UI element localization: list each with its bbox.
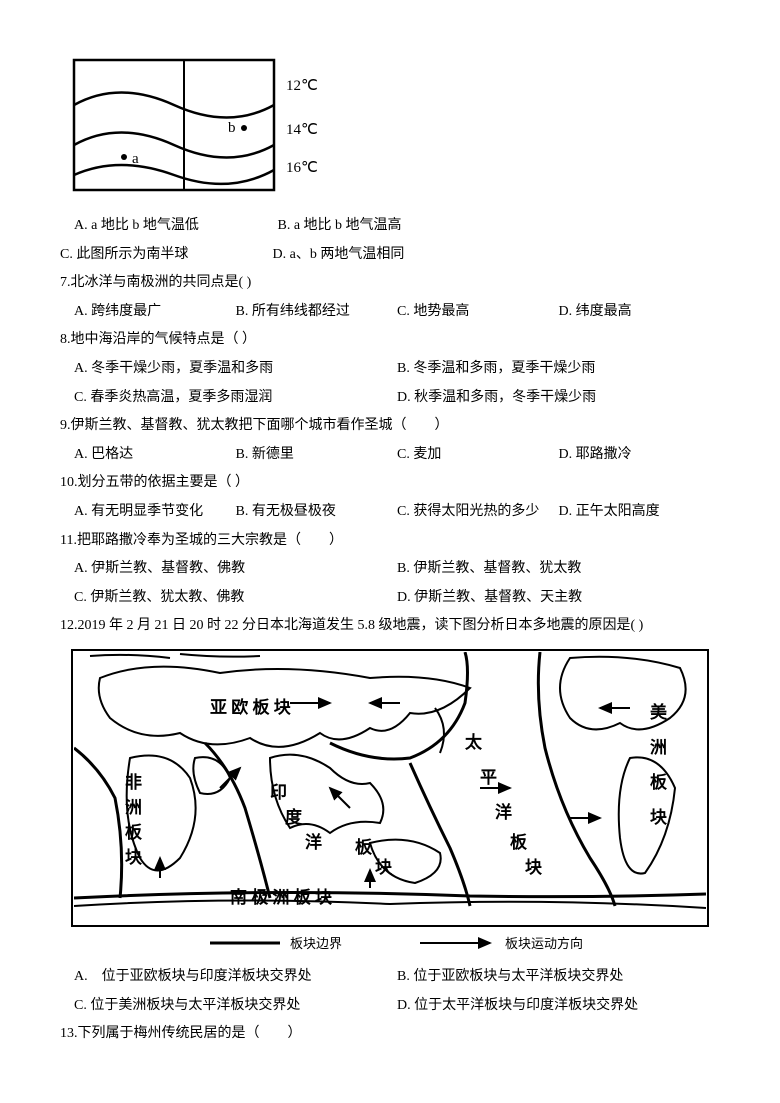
label-16c: 16℃ [286,160,318,176]
q8-opt-a: A. 冬季干燥少雨，夏季温和多雨 [74,356,397,383]
q8-opt-c: C. 春季炎热高温，夏季多雨湿润 [74,385,397,412]
label-14c: 14℃ [286,122,318,138]
q11-opts-ab: A. 伊斯兰教、基督教、佛教 B. 伊斯兰教、基督教、犹太教 [60,556,720,583]
q11-opt-a: A. 伊斯兰教、基督教、佛教 [74,556,397,583]
point-b-dot [241,125,247,131]
q9-opts: A. 巴格达 B. 新德里 C. 麦加 D. 耶路撒冷 [60,442,720,469]
label-ant: 南 极 洲 板 块 [230,887,333,907]
q7-opt-c: C. 地势最高 [397,299,559,326]
q8-opts-cd: C. 春季炎热高温，夏季多雨湿润 D. 秋季温和多雨，冬季干燥少雨 [60,385,720,412]
q12-opt-b: B. 位于亚欧板块与太平洋板块交界处 [397,964,720,991]
q8-stem: 8.地中海沿岸的气候特点是（ ） [60,327,720,354]
q12-opts-ab: A. 位于亚欧板块与印度洋板块交界处 B. 位于亚欧板块与太平洋板块交界处 [60,964,720,991]
q10-stem: 10.划分五带的依据主要是（ ） [60,470,720,497]
label-pac2: 平 [480,768,497,787]
q10-opt-c: C. 获得太阳光热的多少 [397,499,559,526]
label-pac4: 板 [510,832,528,852]
label-12c: 12℃ [286,78,318,94]
map-frame [72,650,708,926]
q7-opt-a: A. 跨纬度最广 [74,299,236,326]
q10-opts: A. 有无明显季节变化 B. 有无极昼极夜 C. 获得太阳光热的多少 D. 正午… [60,499,720,526]
q6-opts-cd: C. 此图所示为南半球 D. a、b 两地气温相同 [60,242,720,269]
q9-stem: 9.伊斯兰教、基督教、犹太教把下面哪个城市看作圣城（ ） [60,413,720,440]
q10-opt-b: B. 有无极昼极夜 [236,499,398,526]
label-afr4: 块 [125,848,143,867]
q8-opt-d: D. 秋季温和多雨，冬季干燥少雨 [397,385,720,412]
q11-stem: 11.把耶路撒冷奉为圣城的三大宗教是（ ） [60,528,720,555]
label-pac3: 洋 [495,802,512,822]
q7-opts: A. 跨纬度最广 B. 所有纬线都经过 C. 地势最高 D. 纬度最高 [60,299,720,326]
label-am1: 美 [650,702,668,722]
q6-opts-ab: A. a 地比 b 地气温低 B. a 地比 b 地气温高 [60,213,720,240]
q12-stem: 12.2019 年 2 月 21 日 20 时 22 分日本北海道发生 5.8 … [60,613,720,640]
q11-opt-c: C. 伊斯兰教、犹太教、佛教 [74,585,397,612]
label-ind3: 洋 [305,832,322,852]
q12-opts-cd: C. 位于美洲板块与太平洋板块交界处 D. 位于太平洋板块与印度洋板块交界处 [60,993,720,1020]
q13-stem: 13.下列属于梅州传统民居的是（ ） [60,1021,720,1048]
q9-opt-a: A. 巴格达 [74,442,236,469]
legend-arr-text: 板块运动方向 [505,936,583,951]
label-am3: 板 [650,772,668,792]
isotherm-16 [74,165,274,184]
q7-stem: 7.北冰洋与南极洲的共同点是( ) [60,270,720,297]
q9-opt-c: C. 麦加 [397,442,559,469]
point-a-dot [121,154,127,160]
isotherm-14 [74,133,274,158]
label-afr2: 洲 [125,798,142,817]
label-pac5: 块 [525,858,543,877]
label-ind4: 板 [355,837,373,857]
q12-opt-d: D. 位于太平洋板块与印度洋板块交界处 [397,993,720,1020]
label-am2: 洲 [650,738,667,757]
q6-opt-c: C. 此图所示为南半球 [60,242,269,269]
label-ind2: 度 [285,807,303,827]
isotherm-diagram: a b 12℃ 14℃ 16℃ [64,50,354,205]
label-ind5: 块 [375,858,393,877]
label-eurasia: 亚 欧 板 块 [210,697,292,717]
q7-opt-d: D. 纬度最高 [559,299,721,326]
label-afr3: 板 [125,822,143,842]
q8-opt-b: B. 冬季温和多雨，夏季干燥少雨 [397,356,720,383]
plate-map: 亚 欧 板 块 非 洲 板 块 印 度 洋 板 块 太 平 洋 板 块 美 洲 … [70,648,710,958]
q11-opts-cd: C. 伊斯兰教、犹太教、佛教 D. 伊斯兰教、基督教、天主教 [60,585,720,612]
q10-opt-d: D. 正午太阳高度 [559,499,721,526]
point-a-label: a [132,151,139,167]
q8-opts-ab: A. 冬季干燥少雨，夏季温和多雨 B. 冬季温和多雨，夏季干燥少雨 [60,356,720,383]
q11-opt-b: B. 伊斯兰教、基督教、犹太教 [397,556,720,583]
q6-opt-a: A. a 地比 b 地气温低 [74,213,274,240]
q9-opt-d: D. 耶路撒冷 [559,442,721,469]
label-am4: 块 [650,808,668,827]
q9-opt-b: B. 新德里 [236,442,398,469]
q10-opt-a: A. 有无明显季节变化 [74,499,236,526]
q7-opt-b: B. 所有纬线都经过 [236,299,398,326]
q12-opt-c: C. 位于美洲板块与太平洋板块交界处 [74,993,397,1020]
label-ind1: 印 [270,783,287,802]
q6-opt-b: B. a 地比 b 地气温高 [278,213,402,240]
isotherm-12 [74,93,274,118]
label-pac1: 太 [465,732,483,752]
q6-opt-d: D. a、b 两地气温相同 [273,242,405,269]
point-b-label: b [228,120,236,136]
legend-bnd-text: 板块边界 [290,936,342,951]
label-afr1: 非 [125,772,142,792]
q11-opt-d: D. 伊斯兰教、基督教、天主教 [397,585,720,612]
q12-opt-a: A. 位于亚欧板块与印度洋板块交界处 [74,964,397,991]
